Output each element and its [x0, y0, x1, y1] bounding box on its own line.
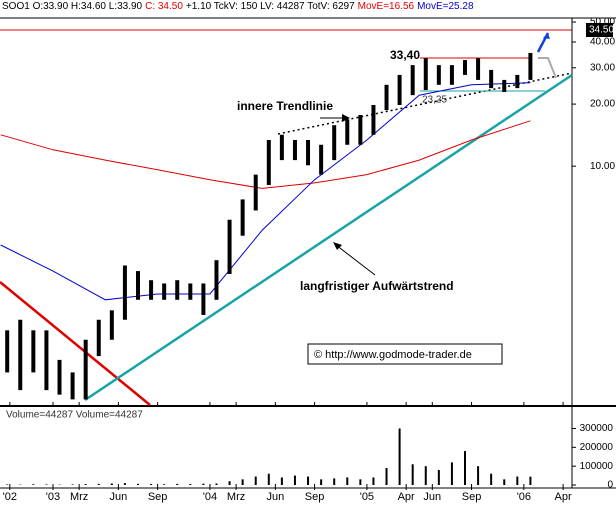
x-tick-label: Apr — [398, 491, 415, 503]
volume-title: Volume=44287 Volume=44287 — [6, 410, 143, 421]
arrow — [335, 244, 376, 276]
annotation: innere Trendlinie — [237, 99, 333, 113]
x-tick-label: Sep — [305, 491, 325, 503]
header-field: MovE=16.56 — [357, 1, 415, 12]
x-tick-label: '06 — [517, 491, 531, 503]
x-tick-label: Mrz — [227, 491, 245, 503]
y-tick-label: 10.00 — [590, 161, 615, 172]
copyright-box — [307, 343, 503, 365]
x-tick-label: '03 — [46, 491, 60, 503]
arrow-head — [342, 114, 350, 122]
y-tick-label: 50.00 — [590, 17, 615, 28]
x-tick-label: '05 — [360, 491, 374, 503]
y-tick-label: 300000 — [580, 423, 614, 434]
arrow-head — [333, 242, 342, 250]
annotation: langfristiger Aufwärtstrend — [300, 279, 454, 293]
header-field: MovE=25.28 — [417, 1, 474, 12]
y-tick-label: 30.00 — [590, 62, 615, 73]
uptrend-line — [84, 73, 573, 402]
y-tick-label: 40.00 — [590, 37, 615, 48]
arrow-head — [543, 33, 550, 39]
annotation: 33,40 — [390, 48, 420, 62]
header-field: SOO1 O:33.90 H:34.60 L:33.90 — [2, 1, 143, 12]
x-tick-label: Apr — [555, 491, 572, 503]
price-tag-text: 34.50 — [589, 25, 614, 36]
down-trendline — [0, 281, 151, 406]
x-tick-label: '04 — [203, 491, 217, 503]
x-tick-label: Jun — [110, 491, 128, 503]
annotation: 23,25 — [422, 95, 447, 106]
y-tick-label: 200000 — [580, 442, 614, 453]
copyright: © http://www.godmode-trader.de — [314, 349, 472, 361]
y-tick-label: 0 — [607, 480, 613, 491]
x-tick-label: Sep — [462, 491, 482, 503]
y-tick-label: 20.00 — [590, 99, 615, 110]
x-tick-label: Mrz — [70, 491, 88, 503]
x-tick-label: '02 — [3, 491, 17, 503]
y-tick-label: 100000 — [580, 461, 614, 472]
header-field: +1.10 TckV: 150 LV: 44287 TotV: 6297 — [185, 1, 355, 12]
moving-average — [0, 120, 531, 189]
moving-average — [0, 82, 531, 301]
x-tick-label: Sep — [148, 491, 168, 503]
x-tick-label: Jun — [423, 491, 441, 503]
price-tag — [586, 23, 613, 37]
header: SOO1 O:33.90 H:34.60 L:33.90 C: 34.50 +1.1… — [2, 1, 477, 12]
x-tick-label: Jun — [266, 491, 284, 503]
header-field: C: 34.50 — [145, 1, 183, 12]
projection-line — [538, 57, 557, 79]
